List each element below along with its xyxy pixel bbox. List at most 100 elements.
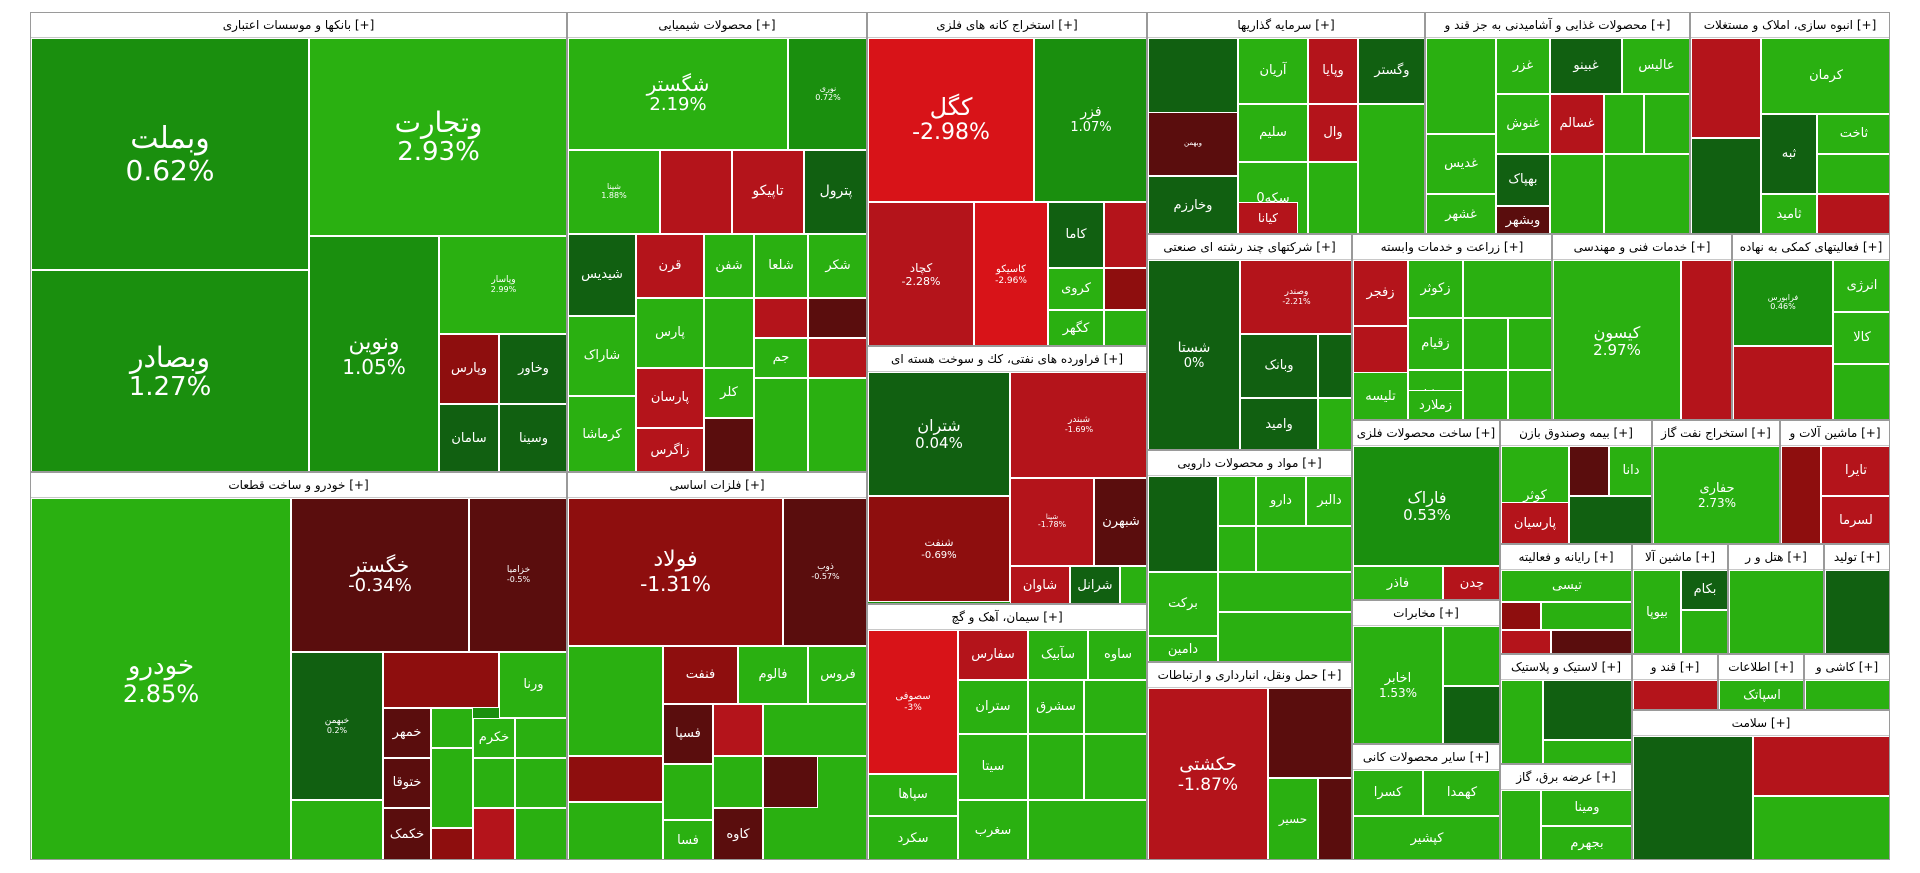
stock-tile[interactable]: نوری 0.72% (788, 38, 866, 150)
stock-tile-unlabeled[interactable] (1543, 680, 1631, 740)
stock-tile-unlabeled[interactable] (431, 748, 473, 828)
stock-tile[interactable]: ختوقا (383, 758, 431, 808)
stock-tile[interactable]: فرابورس 0.46% (1733, 260, 1833, 346)
stock-tile[interactable]: وخارزم (1148, 176, 1238, 233)
stock-tile-unlabeled[interactable] (1463, 318, 1508, 370)
stock-tile[interactable]: ونوین 1.05% (309, 236, 439, 471)
stock-tile-unlabeled[interactable] (1501, 602, 1541, 630)
sector-header[interactable]: بانکها و موسسات اعتباری [+] (31, 13, 566, 38)
sector-header[interactable]: سلامت [+] (1633, 711, 1889, 736)
sector-header[interactable]: لاستیک و پلاستیک [+] (1501, 655, 1631, 680)
stock-tile-unlabeled[interactable] (1218, 572, 1351, 612)
sector-header[interactable]: ماشین آلات و [+] (1781, 421, 1889, 446)
stock-tile-unlabeled[interactable] (1501, 680, 1543, 763)
stock-tile[interactable]: خزامیا -0.5% (469, 498, 566, 652)
stock-tile[interactable]: شپنا -1.78% (1010, 478, 1094, 566)
stock-tile[interactable]: کروی (1048, 268, 1104, 310)
sector-header[interactable]: شرکتهای چند رشته ای صنعتی [+] (1148, 235, 1351, 260)
sector-header[interactable]: زراعت و خدمات وابسته [+] (1353, 235, 1551, 260)
stock-tile[interactable]: خکرم (473, 718, 515, 758)
stock-tile-unlabeled[interactable] (754, 298, 808, 338)
stock-tile-unlabeled[interactable] (291, 800, 383, 859)
stock-tile[interactable]: کلر (704, 368, 754, 418)
stock-tile[interactable]: شگستر 2.19% (568, 38, 788, 150)
stock-tile-unlabeled[interactable] (1443, 686, 1499, 743)
stock-tile[interactable]: کسرا (1353, 770, 1423, 816)
stock-tile-unlabeled[interactable] (1358, 104, 1424, 233)
stock-tile[interactable]: وخاور (499, 334, 566, 404)
stock-tile[interactable]: دالبر (1306, 476, 1351, 526)
stock-tile[interactable]: سشرق (1028, 680, 1084, 734)
stock-tile[interactable]: دامین (1148, 636, 1218, 661)
stock-tile-unlabeled[interactable] (515, 718, 566, 758)
stock-tile[interactable]: خمهر (383, 708, 431, 758)
stock-tile[interactable]: لسرما (1821, 496, 1889, 543)
stock-tile[interactable]: وال (1308, 104, 1358, 162)
stock-tile-unlabeled[interactable] (1308, 162, 1358, 233)
stock-tile-unlabeled[interactable] (568, 756, 663, 802)
stock-tile[interactable]: خگستر -0.34% (291, 498, 469, 652)
stock-tile[interactable]: دانا (1609, 446, 1651, 496)
stock-tile[interactable]: وصندر -2.21% (1240, 260, 1351, 334)
stock-tile-unlabeled[interactable] (1541, 602, 1631, 630)
stock-tile[interactable]: غدیس (1426, 134, 1496, 194)
stock-tile-unlabeled[interactable] (1604, 94, 1644, 154)
stock-tile[interactable]: سیتا (958, 734, 1028, 800)
stock-tile-unlabeled[interactable] (754, 378, 808, 471)
sector-header[interactable]: فعالیتهای کمکی به نهاده [+] (1733, 235, 1889, 260)
stock-tile[interactable]: سآبیک (1028, 630, 1088, 680)
stock-tile[interactable]: کاما (1048, 202, 1104, 268)
stock-tile-unlabeled[interactable] (473, 808, 515, 859)
sector-header[interactable]: اطلاعات [+] (1719, 655, 1803, 680)
stock-tile[interactable]: ذوب -0.57% (783, 498, 866, 646)
stock-tile[interactable]: اسپاتک (1719, 680, 1803, 709)
stock-tile-unlabeled[interactable] (431, 708, 473, 748)
stock-tile-unlabeled[interactable] (1501, 630, 1551, 653)
stock-tile[interactable]: حفاری 2.73% (1653, 446, 1779, 543)
stock-tile-unlabeled[interactable] (473, 758, 515, 808)
stock-tile-unlabeled[interactable] (1781, 446, 1821, 543)
sector-header[interactable]: تولید [+] (1825, 545, 1889, 570)
stock-tile[interactable]: وپایا (1308, 38, 1358, 104)
stock-tile-unlabeled[interactable] (1633, 680, 1717, 709)
stock-tile[interactable]: بهپاک (1496, 154, 1550, 206)
sector-header[interactable]: فلزات اساسی [+] (568, 473, 866, 498)
stock-tile[interactable]: اخابر 1.53% (1353, 626, 1443, 743)
stock-tile[interactable]: غشهر (1426, 194, 1496, 233)
stock-tile[interactable]: سغرب (958, 800, 1028, 859)
stock-tile-unlabeled[interactable] (1104, 310, 1146, 345)
stock-tile[interactable]: سامان (439, 404, 499, 471)
stock-tile-unlabeled[interactable] (1443, 626, 1499, 686)
stock-tile[interactable]: ثبه (1761, 114, 1817, 194)
stock-tile-unlabeled[interactable] (1805, 680, 1889, 709)
stock-tile[interactable]: حکشتی -1.87% (1148, 688, 1268, 859)
stock-tile[interactable]: حسیر (1268, 778, 1318, 859)
stock-tile-unlabeled[interactable] (1463, 260, 1551, 318)
stock-tile-unlabeled[interactable] (1028, 734, 1084, 800)
stock-tile-unlabeled[interactable] (431, 828, 473, 859)
sector-header[interactable]: کاشی و [+] (1805, 655, 1889, 680)
stock-tile[interactable]: خبهمن 0.2% (291, 652, 383, 800)
stock-tile[interactable]: تیسی (1501, 570, 1631, 602)
stock-tile-unlabeled[interactable] (808, 298, 866, 338)
stock-tile[interactable]: وبصادر 1.27% (31, 270, 309, 471)
sector-header[interactable]: انبوه سازی، املاک و مستغلات [+] (1691, 13, 1889, 38)
stock-tile[interactable]: پارسان (636, 368, 704, 428)
stock-tile[interactable]: کیانا (1238, 202, 1298, 233)
stock-tile-unlabeled[interactable] (1753, 796, 1889, 859)
stock-tile-unlabeled[interactable] (1753, 736, 1889, 796)
stock-tile[interactable]: عالیس (1622, 38, 1689, 94)
sector-header[interactable]: قند و [+] (1633, 655, 1717, 680)
stock-tile[interactable]: وپارس (439, 334, 499, 404)
stock-tile[interactable]: تلیسه (1353, 372, 1408, 419)
stock-tile-unlabeled[interactable] (1543, 740, 1631, 763)
stock-tile-unlabeled[interactable] (1218, 612, 1351, 661)
stock-tile[interactable]: جم (754, 338, 808, 378)
stock-tile-unlabeled[interactable] (1604, 154, 1689, 233)
stock-tile[interactable]: فروس (808, 646, 866, 704)
stock-tile[interactable]: خکمک (383, 808, 431, 859)
stock-tile[interactable]: وامید (1240, 398, 1318, 449)
stock-tile[interactable]: کپشیر (1353, 816, 1499, 859)
stock-tile-unlabeled[interactable] (1084, 734, 1146, 800)
stock-tile-unlabeled[interactable] (663, 764, 713, 820)
